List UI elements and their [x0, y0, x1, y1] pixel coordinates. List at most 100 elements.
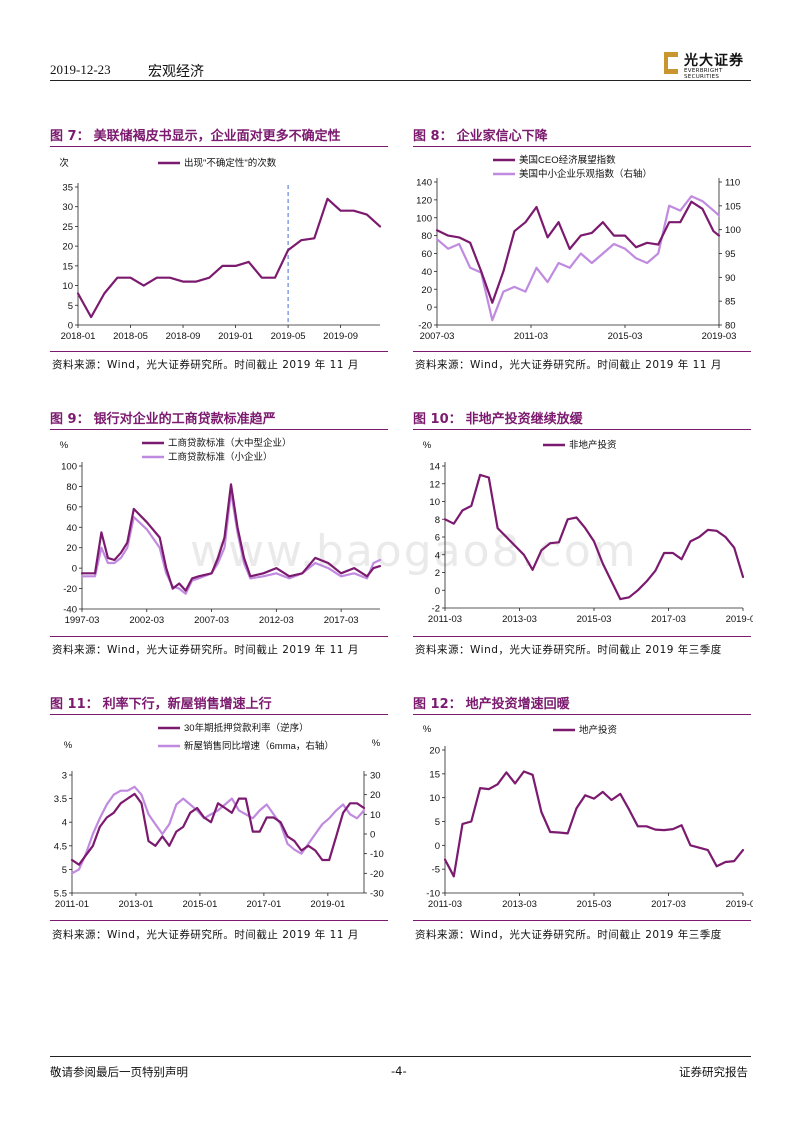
brand-logo: 光大证券 EVERBRIGHT SECURITIES — [664, 50, 754, 80]
legend-label: 30年期抵押贷款利率（逆序） — [184, 722, 309, 734]
y-axis-unit: 次 — [59, 157, 69, 169]
y2-tick-label: 80 — [725, 321, 736, 332]
y-tick-label: 35 — [62, 183, 73, 194]
y-axis-unit: % — [64, 740, 73, 751]
figure-top-rule — [413, 714, 751, 715]
legend-label: 美国CEO经济展望指数 — [519, 154, 616, 166]
x-tick-label: 2007-03 — [420, 331, 455, 342]
x-tick-label: 2019-09 — [323, 331, 358, 342]
figure-top-rule — [413, 146, 751, 147]
y-axis-unit: % — [423, 724, 432, 735]
y2-tick-label: -10 — [370, 849, 384, 860]
x-tick-label: 2019-03 — [702, 331, 737, 342]
figure-12-title: 图 12： 地产投资增速回暖 — [413, 693, 570, 712]
report-date: 2019-12-23 — [50, 62, 111, 77]
y-tick-label: 60 — [421, 249, 432, 260]
y2-tick-label: 85 — [725, 297, 736, 308]
y2-axis-unit: % — [372, 738, 381, 749]
y-tick-label: 0 — [435, 841, 440, 852]
y-axis-unit: % — [60, 440, 69, 451]
x-tick-label: 2019-03 — [726, 614, 753, 625]
figure-9-source: 资料来源：Wind，光大证券研究所。时间截止 2019 年 11 月 — [52, 644, 359, 656]
series-line — [70, 792, 366, 866]
y2-tick-label: 30 — [370, 771, 381, 782]
figure-bottom-rule — [50, 920, 388, 921]
brand-name: 光大证券 — [684, 53, 744, 69]
y-tick-label: 5 — [68, 301, 73, 312]
y-tick-label: 30 — [62, 202, 73, 213]
y-tick-label: -40 — [63, 605, 77, 616]
y-tick-label: 6 — [435, 533, 440, 544]
figure-top-rule — [50, 429, 388, 430]
y-tick-label: 40 — [66, 523, 77, 534]
figure-bottom-rule — [413, 636, 751, 637]
series-line — [435, 200, 721, 304]
figure-8-chart: -20 0 20 40 60 80 100 120 140 80 85 90 95 100 105 110 20… — [413, 150, 753, 350]
y-tick-label: 12 — [429, 479, 440, 490]
y-axis-unit: % — [423, 440, 432, 451]
series-line — [80, 483, 382, 592]
y-tick-label: 20 — [66, 543, 77, 554]
footer-disclaimer: 敬请参阅最后一页特别声明 — [50, 1065, 188, 1079]
figure-10-source: 资料来源：Wind，光大证券研究所。时间截止 2019 年三季度 — [415, 644, 722, 656]
x-tick-label: 2013-03 — [502, 614, 537, 625]
legend-label: 新屋销售同比增速（6mma，右轴） — [184, 740, 334, 752]
y2-tick-label: 95 — [725, 249, 736, 260]
y-tick-label: 14 — [429, 462, 440, 473]
figure-10-title: 图 10： 非地产投资继续放缓 — [413, 408, 583, 427]
x-tick-label: 2017-01 — [246, 899, 281, 910]
y-tick-label: -5 — [432, 865, 440, 876]
y2-tick-label: 100 — [725, 225, 741, 236]
y-tick-label: 100 — [61, 462, 77, 473]
x-tick-label: 2019-01 — [310, 899, 345, 910]
chart-svg: -20 0 20 40 60 80 100 120 140 80 85 90 95 100 105 110 20… — [416, 154, 741, 342]
figure-10-chart: -2 0 2 4 6 8 10 12 14 2011-03 2013-03 2015-03 2017-0… — [413, 433, 761, 633]
chart-svg: 3 3.5 4 4.5 5 5.5 -30 -20 -10 0 10 20 30 2011-01 2013-… — [54, 722, 384, 910]
y2-tick-label: 110 — [725, 178, 740, 189]
y-tick-label: 60 — [66, 502, 77, 513]
y-tick-label: 20 — [62, 242, 73, 253]
brand-name-en: EVERBRIGHT SECURITIES — [684, 68, 723, 80]
x-tick-label: 2015-03 — [577, 614, 612, 625]
y-tick-label: 10 — [429, 793, 440, 804]
chart-svg: 0 5 10 15 20 25 30 35 2018-01 2018-05 2018-09 2019-… — [59, 157, 382, 342]
figure-9-chart: -40 -20 0 20 40 60 80 100 1997-03 2002-03 2007-03 2… — [50, 433, 390, 633]
y-tick-label: 0 — [427, 303, 432, 314]
figure-caption: 美联储褐皮书显示，企业面对更多不确定性 — [93, 129, 341, 144]
footer-divider — [50, 1056, 751, 1057]
figure-number: 图 11： — [50, 697, 99, 712]
x-tick-label: 2015-03 — [608, 331, 643, 342]
y-tick-label: 120 — [416, 195, 432, 206]
figure-8-source: 资料来源：Wind，光大证券研究所。时间截止 2019 年 11 月 — [415, 359, 722, 371]
x-tick-label: 2015-01 — [182, 899, 217, 910]
y-tick-label: 140 — [416, 178, 432, 189]
figure-caption: 银行对企业的工商贷款标准趋严 — [93, 412, 276, 427]
legend-label: 工商贷款标准（大中型企业） — [168, 437, 292, 449]
figure-top-rule — [413, 429, 751, 430]
legend-label: 美国中小企业乐观指数（右轴） — [519, 168, 652, 180]
figure-number: 图 9： — [50, 412, 90, 427]
y-tick-label: -20 — [63, 584, 77, 595]
legend-label: 非地产投资 — [569, 439, 617, 451]
y2-tick-label: 20 — [370, 790, 381, 801]
x-tick-label: 2011-01 — [55, 899, 89, 910]
series-line — [76, 197, 382, 319]
y-tick-label: 4 — [435, 550, 440, 561]
y-tick-label: 5 — [62, 865, 67, 876]
figure-bottom-rule — [50, 351, 388, 352]
x-tick-label: 1997-03 — [65, 615, 100, 626]
figure-12-source: 资料来源：Wind，光大证券研究所。时间截止 2019 年三季度 — [415, 929, 722, 941]
figure-7-chart: 0 5 10 15 20 25 30 35 2018-01 2018-05 2018-09 2019-… — [50, 150, 390, 350]
y2-tick-label: -30 — [370, 889, 384, 900]
figure-11-source: 资料来源：Wind，光大证券研究所。时间截止 2019 年 11 月 — [52, 929, 359, 941]
x-tick-label: 2013-01 — [119, 899, 154, 910]
x-tick-label: 2019-01 — [218, 331, 253, 342]
figure-bottom-rule — [50, 636, 388, 637]
x-tick-label: 2002-03 — [129, 615, 164, 626]
report-section: 宏观经济 — [148, 64, 204, 80]
y-tick-label: 25 — [62, 222, 73, 233]
figure-number: 图 10： — [413, 412, 462, 427]
y-tick-label: 2 — [435, 568, 440, 579]
series-line — [70, 785, 366, 875]
y-tick-label: 15 — [62, 261, 73, 272]
